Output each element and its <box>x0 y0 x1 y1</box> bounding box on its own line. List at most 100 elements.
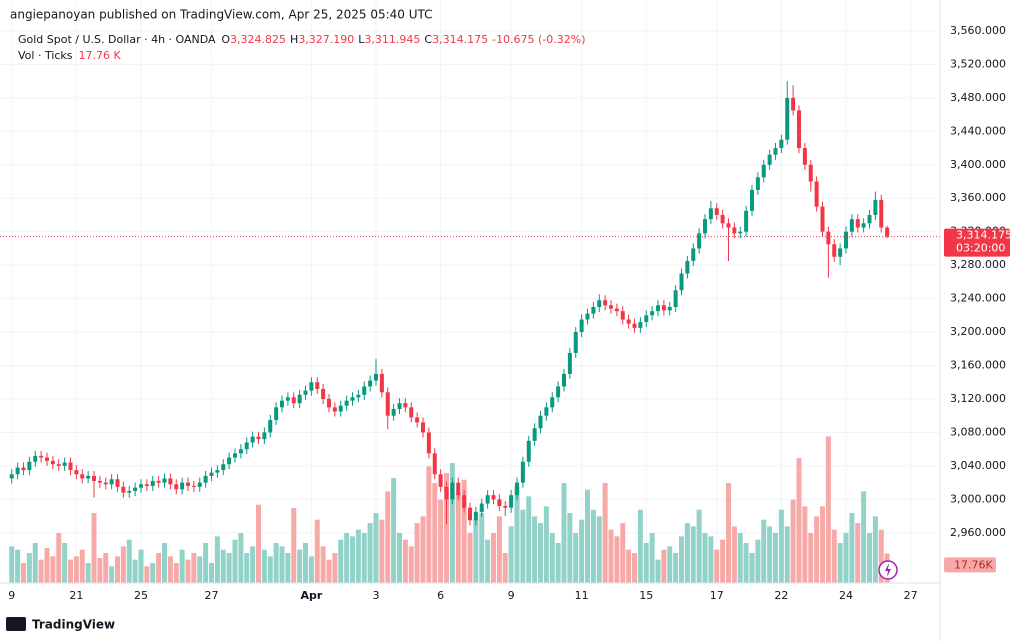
volume-bar <box>132 559 138 583</box>
candle-body <box>844 231 848 249</box>
candle-body <box>438 474 443 487</box>
volume-bar <box>837 543 843 583</box>
candle-body <box>97 480 102 483</box>
countdown: 03:20:00 <box>956 242 1005 255</box>
candle-body <box>391 409 396 416</box>
candle-body <box>303 390 308 395</box>
volume-bar <box>449 463 455 583</box>
candle-body <box>368 380 373 387</box>
volume-bar <box>350 536 355 583</box>
price-label-box <box>944 228 1010 257</box>
candle-body <box>397 403 402 410</box>
volume-bar <box>156 553 162 583</box>
candle-body <box>802 148 807 165</box>
volume-bar <box>491 533 496 583</box>
candle-body <box>174 484 179 490</box>
volume-bar <box>773 533 778 583</box>
volume-bar <box>291 508 297 583</box>
volume-bar <box>420 516 426 583</box>
y-tick-label: 3,480.000 <box>950 91 1006 104</box>
volume-bar <box>314 519 320 583</box>
x-tick-label: 22 <box>774 589 788 602</box>
volume-bar <box>62 543 68 583</box>
candle-body <box>468 507 472 521</box>
volume-value: 17.76 K <box>79 49 122 62</box>
candle-body <box>761 164 766 178</box>
symbol-title: Gold Spot / U.S. Dollar · 4h · OANDA <box>18 33 216 46</box>
ohlc-value: 3,324.825 <box>230 33 286 46</box>
candle-body <box>456 482 461 496</box>
volume-bar <box>855 523 861 583</box>
candle-body <box>661 305 666 311</box>
volume-bar <box>778 509 784 583</box>
candle-body <box>732 227 737 234</box>
candle-body <box>679 273 684 291</box>
ohlc-key: H <box>290 33 298 46</box>
y-tick-label: 3,080.000 <box>950 425 1006 438</box>
candle-body <box>80 474 85 479</box>
candle-body <box>332 407 337 412</box>
volume-bar <box>514 486 520 583</box>
candle-body <box>92 475 96 481</box>
volume-bar <box>661 549 667 583</box>
candle-body <box>121 486 126 493</box>
candle-body <box>9 474 14 479</box>
volume-bar <box>91 513 97 583</box>
volume-label-box <box>944 557 996 573</box>
volume-bar <box>590 509 596 583</box>
x-tick-label: 9 <box>508 589 515 602</box>
candle-body <box>667 306 672 311</box>
volume-bar <box>820 506 825 583</box>
candle-body <box>209 472 214 476</box>
y-tick-label: 3,400.000 <box>950 158 1006 171</box>
candle-body <box>186 482 190 486</box>
volume-bar <box>632 553 637 583</box>
x-tick-label: 6 <box>437 589 444 602</box>
x-tick-label: 15 <box>639 589 653 602</box>
candle-body <box>421 422 425 433</box>
volume-bar <box>649 533 655 583</box>
volume-bar <box>56 533 62 583</box>
candle-body <box>726 223 731 228</box>
y-tick-label: 3,240.000 <box>950 292 1006 305</box>
x-tick-label: 27 <box>205 589 219 602</box>
volume-bar <box>731 526 737 583</box>
volume-bar <box>861 491 867 583</box>
candle-body <box>403 403 408 408</box>
candle-body <box>750 189 754 211</box>
volume-bar <box>261 549 267 583</box>
candle-body <box>832 244 837 257</box>
candle-body <box>62 462 67 466</box>
candle-body <box>567 352 572 374</box>
candle-body <box>450 482 455 500</box>
volume-bar <box>103 553 109 583</box>
candle-body <box>362 386 367 395</box>
volume-bar <box>173 563 179 583</box>
candle-body <box>74 470 79 475</box>
volume-bar <box>520 509 526 583</box>
candle-body <box>855 219 860 228</box>
volume-bar <box>608 529 614 583</box>
candle-body <box>550 397 555 408</box>
candle-body <box>238 449 243 454</box>
candle-body <box>885 227 890 237</box>
y-tick-label: 3,200.000 <box>950 325 1006 338</box>
candle-body <box>139 484 143 488</box>
candle-body <box>755 177 760 190</box>
volume-bar <box>761 519 767 583</box>
candle-body <box>215 470 220 473</box>
candle-body <box>714 208 719 215</box>
candle-body <box>685 260 690 274</box>
y-tick-label: 3,160.000 <box>950 359 1006 372</box>
volume-bar <box>637 509 643 583</box>
volume-bar <box>614 536 620 583</box>
candle-body <box>444 486 449 500</box>
candle-body <box>250 436 255 443</box>
ohlc-value: 3,314.175 <box>432 33 488 46</box>
ohlc-value: 3,327.190 <box>298 33 354 46</box>
candle-body <box>203 475 208 483</box>
candle-body <box>221 464 226 471</box>
volume-bar <box>737 533 743 583</box>
candle-body <box>350 397 355 401</box>
volume-bar <box>150 563 156 583</box>
